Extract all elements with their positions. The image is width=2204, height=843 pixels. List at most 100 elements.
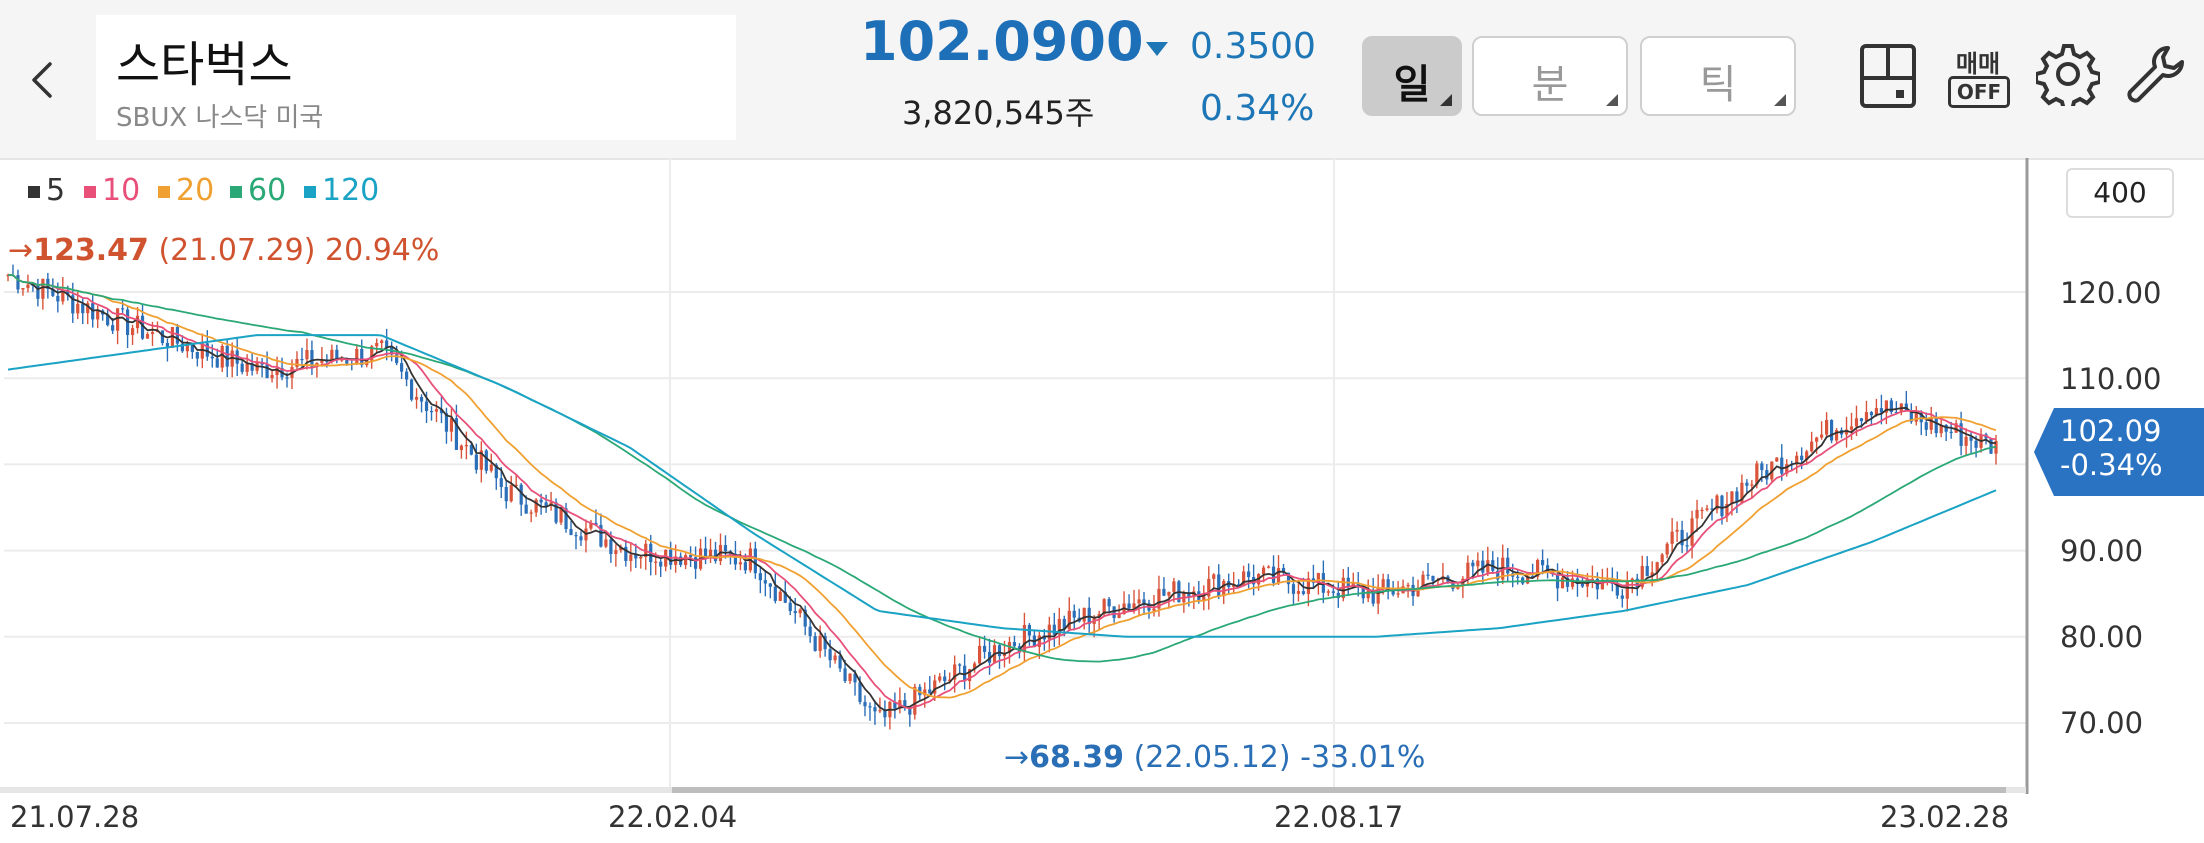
candle-body bbox=[589, 522, 593, 529]
candle-body bbox=[76, 303, 80, 314]
candle-body bbox=[1306, 578, 1311, 594]
candle-body bbox=[903, 700, 907, 708]
candle-body bbox=[639, 557, 643, 559]
candle-body bbox=[534, 499, 538, 513]
candle-body bbox=[444, 413, 449, 432]
candle-body bbox=[499, 478, 503, 487]
candle-body bbox=[1954, 423, 1958, 433]
candle-body bbox=[424, 401, 429, 412]
candle-body bbox=[120, 308, 125, 310]
candle-body bbox=[1102, 599, 1106, 615]
candle-body bbox=[1760, 463, 1764, 471]
candle-body bbox=[1371, 590, 1375, 604]
trade-off-icon[interactable]: 매매 OFF bbox=[1946, 44, 2010, 108]
candle-body bbox=[1889, 400, 1893, 412]
legend-ma120: 120 bbox=[304, 173, 379, 208]
legend-swatch bbox=[158, 185, 170, 198]
candle-body bbox=[111, 325, 115, 331]
candle-body bbox=[1112, 606, 1116, 618]
candle-body bbox=[873, 707, 877, 712]
candle-body bbox=[1057, 618, 1061, 635]
x-tick-label: 23.02.28 bbox=[1880, 800, 2010, 834]
candle-body bbox=[1750, 484, 1754, 486]
candle-body bbox=[140, 315, 145, 339]
candle-body bbox=[56, 295, 60, 302]
gear-icon[interactable] bbox=[2036, 42, 2100, 106]
candle-body bbox=[1366, 590, 1370, 599]
y-tick-label: 70.00 bbox=[2060, 706, 2144, 740]
candle-body bbox=[240, 363, 244, 372]
candle-body bbox=[150, 332, 155, 335]
candle-body bbox=[225, 345, 229, 367]
candle-body bbox=[1675, 529, 1679, 532]
period-tick-button[interactable]: 틱 bbox=[1640, 36, 1796, 116]
candle-body bbox=[908, 707, 912, 715]
candle-count-input[interactable]: 400 bbox=[2066, 168, 2174, 218]
candle-body bbox=[1909, 411, 1913, 422]
candle-body bbox=[130, 328, 135, 335]
candle-body bbox=[1037, 635, 1041, 648]
period-tick-label: 틱 bbox=[1699, 62, 1737, 108]
candle-body bbox=[195, 352, 199, 359]
candle-body bbox=[614, 550, 618, 555]
candle-body bbox=[1187, 592, 1191, 597]
legend-label: 5 bbox=[46, 173, 66, 208]
candle-body bbox=[285, 377, 289, 379]
candle-body bbox=[1934, 416, 1938, 434]
candle-body bbox=[1879, 408, 1884, 413]
candle-body bbox=[554, 502, 558, 523]
candle-body bbox=[1481, 560, 1485, 573]
corner-indicator-icon bbox=[1774, 94, 1786, 106]
candle-body bbox=[395, 354, 399, 364]
candle-body bbox=[753, 548, 757, 574]
period-day-button[interactable]: 일 bbox=[1362, 36, 1462, 116]
candle-body bbox=[1326, 591, 1330, 593]
legend-swatch bbox=[304, 185, 316, 198]
candle-body bbox=[858, 682, 862, 702]
candle-body bbox=[1396, 593, 1400, 595]
candle-body bbox=[1780, 457, 1784, 474]
candle-body bbox=[1755, 463, 1759, 485]
min-price-annotation: →68.39 (22.05.12) -33.01% bbox=[1004, 740, 1425, 775]
price-chart[interactable]: 5 10 20 60 120 →123.47 (21.07.29) 20.94%… bbox=[0, 158, 2204, 843]
candle-body bbox=[1431, 575, 1435, 581]
candle-body bbox=[509, 485, 513, 502]
wrench-icon[interactable] bbox=[2122, 42, 2188, 108]
candle-body bbox=[1820, 434, 1824, 438]
candle-body bbox=[265, 364, 269, 379]
legend-label: 10 bbox=[102, 173, 141, 208]
candle-body bbox=[574, 535, 578, 537]
candle-body bbox=[1834, 430, 1839, 441]
candle-body bbox=[913, 686, 917, 715]
candle-body bbox=[81, 303, 85, 314]
candle-body bbox=[664, 549, 668, 567]
candle-body bbox=[449, 418, 454, 432]
candle-body bbox=[185, 344, 189, 352]
min-price-value: 68.39 bbox=[1029, 740, 1125, 775]
candle-body bbox=[778, 591, 782, 601]
y-tick-label: 110.00 bbox=[2060, 362, 2162, 396]
period-minute-button[interactable]: 분 bbox=[1472, 36, 1628, 116]
chart-canvas[interactable] bbox=[0, 158, 2204, 843]
candle-body bbox=[1496, 570, 1500, 580]
candle-body bbox=[564, 508, 568, 530]
legend-swatch bbox=[230, 185, 242, 198]
candle-body bbox=[813, 636, 817, 651]
candle-body bbox=[828, 649, 832, 661]
layout-icon[interactable] bbox=[1858, 42, 1918, 110]
back-icon[interactable] bbox=[14, 50, 74, 110]
candle-body bbox=[763, 580, 767, 584]
candle-body bbox=[1022, 624, 1027, 653]
candle-body bbox=[106, 314, 110, 326]
stock-search-box[interactable]: 스타벅스 SBUX 나스닥 미국 bbox=[96, 15, 736, 140]
candle-body bbox=[1137, 599, 1141, 604]
candle-body bbox=[803, 609, 807, 627]
ma60-line bbox=[7, 274, 1997, 663]
stock-name: 스타벅스 bbox=[116, 37, 293, 93]
candle-body bbox=[997, 645, 1002, 657]
candle-body bbox=[66, 289, 70, 296]
candle-body bbox=[629, 554, 633, 561]
candle-body bbox=[1471, 562, 1475, 567]
candle-body bbox=[893, 701, 897, 709]
current-price-tag-value: 102.09 bbox=[2060, 414, 2162, 448]
